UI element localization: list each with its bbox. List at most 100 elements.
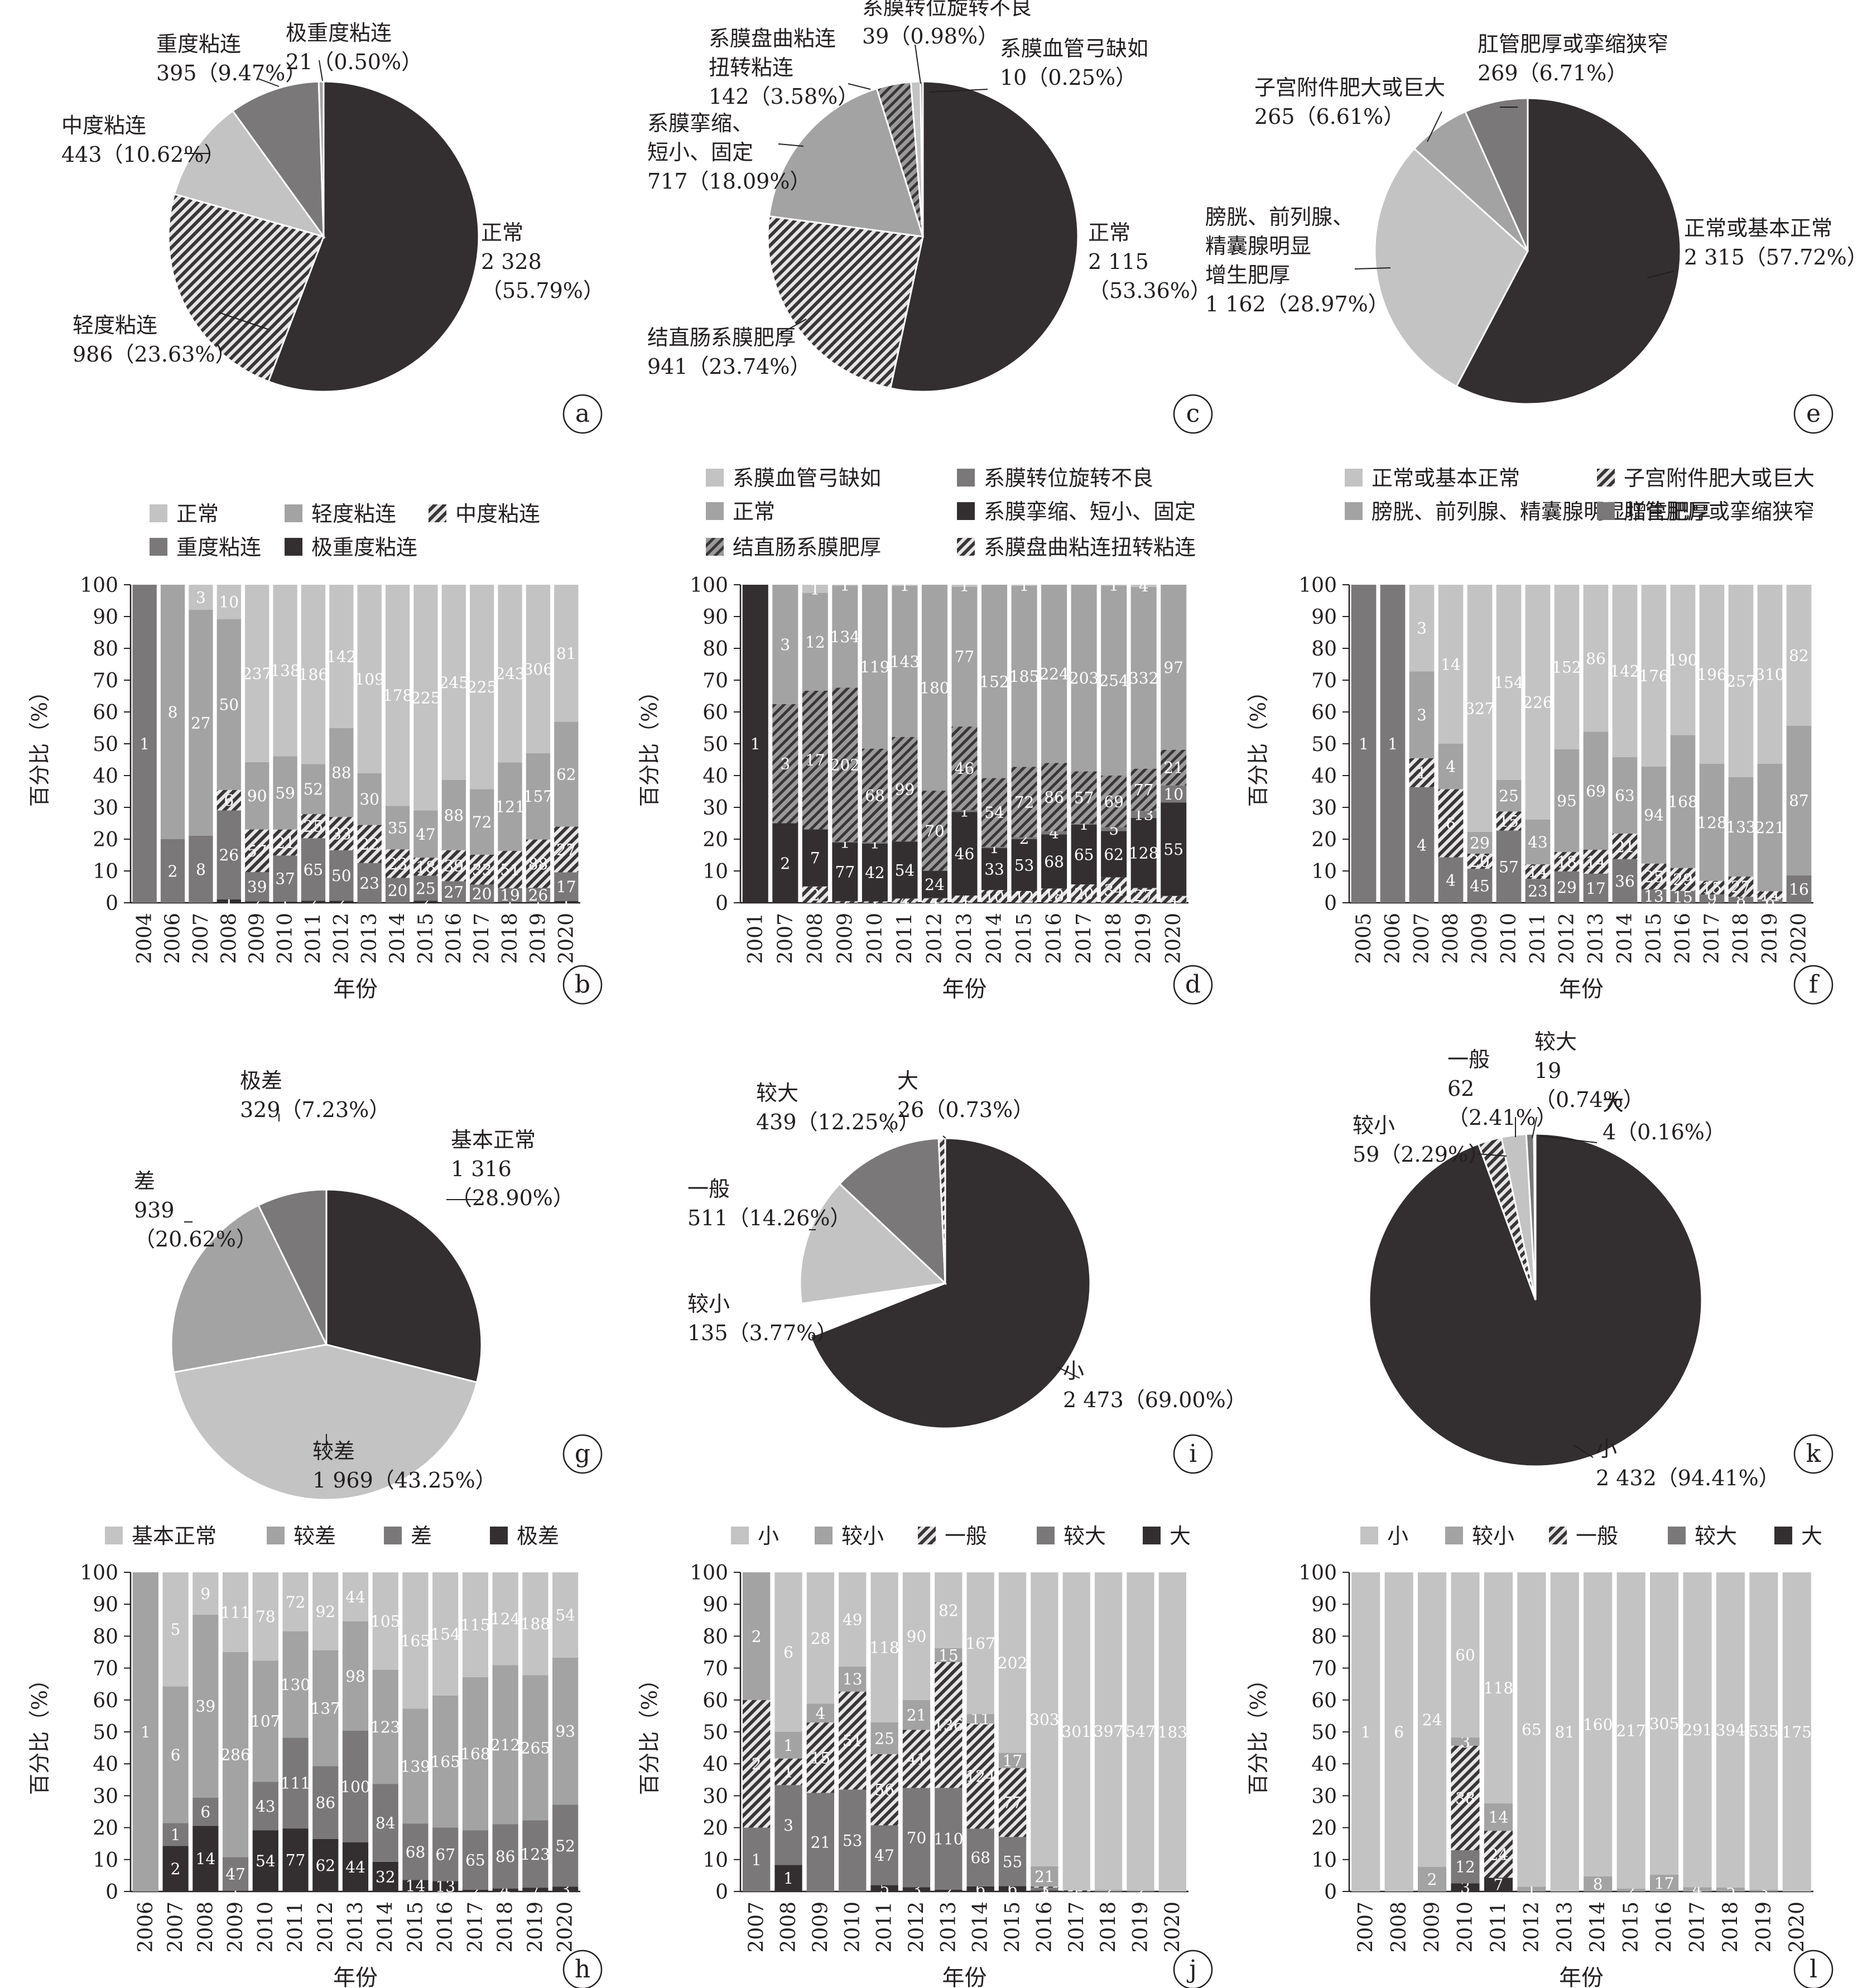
bar-value-label-f-2-1: 1: [1417, 764, 1427, 782]
y-tick-label-h-9: 90: [93, 1594, 118, 1616]
bar-segment-f-3-3: [1438, 585, 1464, 744]
bar-segment-b-6-2: [301, 814, 326, 839]
bar-segment-b-7-0: [329, 901, 354, 903]
bar-segment-f-5-1: [1496, 811, 1522, 831]
panel-label-circle: [562, 1950, 603, 1988]
bar-segment-f-6-3: [1525, 585, 1551, 820]
y-tick-label-h-5: 50: [93, 1721, 118, 1744]
bar-segment-b-8-1: [357, 863, 382, 903]
bar-value-label-d-13-3: 77: [1134, 781, 1154, 799]
x-tick-label-h-1: 2007: [165, 1902, 187, 1953]
bar-segment-h-2-3: [193, 1572, 219, 1615]
x-tick-label-f-12: 2017: [1701, 913, 1724, 964]
bar-segment-j-5-4: [902, 1572, 931, 1700]
bar-segment-h-5-1: [282, 1737, 309, 1829]
bar-segment-j-12-4: [1127, 1572, 1154, 1890]
bar-segment-b-14-2: [526, 839, 551, 888]
bar-segment-j-7-2: [966, 1723, 994, 1829]
bar-segment-h-14-0: [552, 1886, 579, 1891]
panel-label-circle: [1173, 394, 1213, 434]
bar-value-label-d-5-1: 54: [895, 861, 915, 879]
bar-segment-l-7-3: [1584, 1876, 1613, 1891]
bar-segment-d-2-5: [802, 585, 828, 593]
pie-label-e-2: 子宫附件肥大或巨大: [1254, 75, 1445, 100]
x-tick-label-f-10: 2015: [1643, 913, 1666, 964]
bar-value-label-f-3-1: 6: [1446, 815, 1456, 833]
y-tick-label-d-8: 80: [702, 638, 728, 661]
bar-segment-b-2-3: [189, 610, 213, 836]
bar-value-label-b-10-4: 225: [411, 689, 440, 707]
pie-chart-k: 小 2 432（94.41%） 较小 59（2.29%） 一般 62 （2.41%） 较大 19…: [1353, 1029, 1834, 1490]
bar-segment-f-14-2: [1757, 763, 1783, 892]
bar-segment-h-7-1: [342, 1731, 369, 1842]
bar-segment-b-9-1: [385, 878, 410, 903]
bar-value-label-d-7-5: 1: [960, 577, 970, 595]
pie-leader-k-1: [1477, 1153, 1507, 1157]
bar-segment-b-0-1: [132, 585, 157, 903]
bar-value-label-d-2-5: 1: [810, 580, 820, 598]
bar-value-label-h-8-3: 105: [370, 1612, 400, 1630]
x-tick-label-d-13: 2019: [1133, 913, 1156, 964]
x-tick-label-d-5: 2011: [893, 913, 916, 964]
legend-swatch-f-1: [1597, 469, 1615, 487]
bar-value-label-d-8-0: 10: [984, 888, 1004, 906]
legend-swatch-j-3: [1037, 1527, 1055, 1544]
bar-segment-b-10-4: [413, 585, 438, 811]
x-tick-label-h-6: 2012: [314, 1902, 337, 1953]
bar-segment-h-8-3: [372, 1572, 398, 1670]
pie-leader-k-0: [1573, 1445, 1594, 1458]
y-tick-label-l-1: 10: [1311, 1849, 1337, 1872]
panel-label: d: [1185, 970, 1201, 999]
bar-segment-f-11-0: [1670, 890, 1696, 903]
bar-segment-b-15-3: [554, 721, 579, 827]
x-tick-label-b-1: 2006: [162, 913, 185, 964]
pie-label-g-0: （28.90%）: [451, 1186, 574, 1210]
legend-label-h-2: 差: [411, 1524, 432, 1548]
bar-value-label-j-9-4: 303: [1029, 1710, 1059, 1729]
pie-slice-a-1: [167, 193, 325, 383]
bar-segment-f-4-2: [1467, 831, 1493, 854]
bar-segment-b-5-2: [273, 829, 297, 856]
x-tick-label-f-11: 2016: [1672, 913, 1695, 964]
pie-label-k-2: （2.41%）: [1447, 1105, 1557, 1130]
pie-label-k-0: 2 432（94.41%）: [1596, 1466, 1780, 1490]
bar-chart-j: 小 较小 一般 较大 大 0 10 20 30 40 50 60 70 80 90 100 百分比（%） 1 2 2 2…: [637, 1524, 1213, 1988]
bar-segment-j-2-2: [806, 1722, 835, 1793]
bar-value-label-d-1-4: 3: [780, 636, 790, 654]
bar-segment-b-15-2: [554, 826, 579, 873]
bar-segment-d-2-3: [802, 691, 828, 830]
bar-segment-d-11-2: [1071, 824, 1097, 825]
legend-swatch-j-2: [918, 1527, 936, 1544]
bar-segment-d-5-3: [892, 737, 918, 842]
bar-value-label-j-6-4: 82: [939, 1601, 959, 1620]
panel-label: l: [1810, 1955, 1817, 1984]
legend-label-d-0: 系膜血管弓缺如: [733, 466, 881, 490]
bar-segment-h-6-3: [312, 1572, 339, 1650]
bar-value-label-b-11-4: 245: [439, 673, 469, 692]
bar-value-label-h-7-1: 100: [340, 1778, 370, 1796]
bar-value-label-j-7-4: 167: [965, 1634, 995, 1653]
bar-value-label-h-9-1: 68: [406, 1843, 426, 1861]
bar-value-label-j-7-2: 124: [965, 1767, 995, 1785]
bar-segment-j-9-1: [1031, 1888, 1058, 1891]
bar-value-label-f-11-3: 190: [1668, 651, 1697, 670]
bar-segment-h-5-3: [282, 1572, 309, 1631]
x-tick-label-f-7: 2012: [1556, 913, 1579, 964]
y-tick-label-j-2: 20: [702, 1817, 728, 1840]
bar-value-label-b-1-3: 8: [168, 703, 178, 721]
bar-segment-f-5-2: [1496, 779, 1522, 812]
bar-segment-l-5-4: [1517, 1572, 1546, 1887]
bar-segment-f-15-3: [1786, 585, 1812, 726]
bar-segment-l-3-1: [1451, 1850, 1480, 1884]
bar-value-label-l-9-3: 17: [1654, 1874, 1674, 1893]
bar-value-label-h-7-3: 44: [345, 1588, 365, 1606]
bar-value-label-j-1-2: 1: [783, 1763, 793, 1782]
bar-segment-d-5-0: [892, 898, 918, 903]
bar-value-label-d-4-1: 42: [865, 864, 885, 882]
bar-segment-b-3-1: [216, 810, 241, 899]
y-tick-label-l-3: 30: [1311, 1785, 1337, 1808]
bar-segment-d-4-0: [862, 901, 888, 903]
bar-segment-h-11-2: [462, 1677, 489, 1831]
bar-value-label-h-11-1: 65: [465, 1851, 485, 1870]
